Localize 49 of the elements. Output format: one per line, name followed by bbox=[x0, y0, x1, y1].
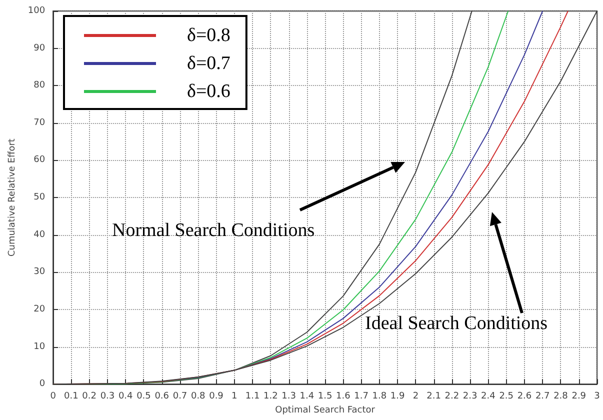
y-tick-label: 60 bbox=[34, 155, 46, 166]
y-tick-label: 90 bbox=[34, 43, 46, 54]
x-tick-label: 1 bbox=[232, 392, 238, 402]
x-tick-label: 2.1 bbox=[426, 392, 441, 402]
x-tick-label: 2.3 bbox=[462, 392, 478, 402]
x-tick-label: 2.9 bbox=[572, 392, 586, 402]
x-tick-label: 2.8 bbox=[554, 392, 568, 402]
x-tick-label: 0.4 bbox=[118, 392, 134, 402]
x-tick-label: 2.7 bbox=[535, 392, 550, 402]
x-tick-label: 1.2 bbox=[263, 392, 278, 402]
y-tick-label: 100 bbox=[28, 6, 46, 16]
x-tick-label: 2.4 bbox=[481, 392, 496, 402]
y-tick-label: 10 bbox=[34, 342, 46, 352]
x-tick-label: 0.1 bbox=[64, 392, 78, 402]
x-tick-label: 0 bbox=[50, 392, 56, 402]
y-axis-title: Cumulative Relative Effort bbox=[8, 138, 18, 257]
x-tick-label: 1.6 bbox=[336, 392, 351, 402]
x-tick-label: 0.5 bbox=[136, 392, 151, 402]
x-tick-label: 0.9 bbox=[209, 392, 224, 402]
x-tick-label: 0.8 bbox=[190, 392, 206, 402]
x-tick-label: 1.5 bbox=[318, 392, 332, 402]
annotation: Ideal Search Conditions bbox=[365, 313, 548, 334]
x-axis-title: Optimal Search Factor bbox=[275, 406, 376, 416]
x-tick-label: 2.5 bbox=[499, 392, 514, 402]
x-tick-label: 0.7 bbox=[172, 392, 188, 402]
x-tick-label: 2.2 bbox=[444, 392, 460, 402]
y-tick-label: 20 bbox=[34, 304, 46, 314]
y-tick-label: 50 bbox=[34, 192, 46, 203]
legend-label: δ=0.8 bbox=[187, 25, 230, 46]
x-tick-label: 1.3 bbox=[282, 392, 296, 402]
x-tick-label: 1.8 bbox=[372, 392, 387, 402]
y-tick-label: 80 bbox=[34, 80, 46, 91]
x-tick-label: 1.1 bbox=[245, 392, 260, 402]
x-tick-label: 0.2 bbox=[82, 392, 97, 402]
legend-label: δ=0.6 bbox=[187, 81, 230, 102]
x-tick-label: 2 bbox=[412, 392, 419, 402]
x-tick-label: 3 bbox=[594, 392, 600, 402]
annotation: Normal Search Conditions bbox=[112, 220, 315, 241]
x-tick-label: 2.6 bbox=[517, 392, 532, 402]
y-tick-label: 0 bbox=[39, 379, 46, 390]
x-tick-label: 1.7 bbox=[354, 392, 368, 402]
y-tick-label: 30 bbox=[34, 267, 46, 278]
x-tick-label: 0.6 bbox=[154, 392, 170, 402]
x-tick-label: 1.9 bbox=[390, 392, 405, 402]
x-tick-label: 1.4 bbox=[300, 392, 314, 402]
legend-label: δ=0.7 bbox=[187, 53, 230, 74]
y-tick-label: 70 bbox=[34, 118, 46, 128]
x-tick-label: 0.3 bbox=[100, 392, 115, 402]
y-tick-label: 40 bbox=[34, 230, 46, 240]
